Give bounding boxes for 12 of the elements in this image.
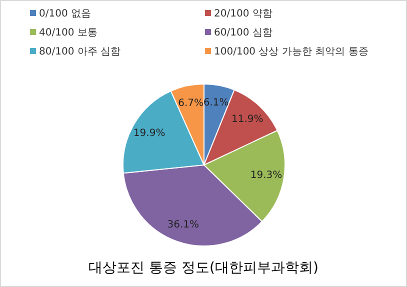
legend-label: 80/100 아주 심함 bbox=[39, 46, 121, 58]
legend-label: 20/100 약함 bbox=[214, 8, 272, 20]
data-label: 6.7% bbox=[178, 98, 204, 109]
text: 대상포진 통증 정도(대한피부과학회) bbox=[88, 260, 318, 276]
data-label: 36.1% bbox=[167, 219, 200, 230]
legend-label: 40/100 보통 bbox=[39, 28, 98, 39]
legend-label: 60/100 심함 bbox=[214, 28, 272, 39]
data-label: 19.9% bbox=[133, 128, 166, 140]
legend-label: 100/100 상상 가능한 최악의 통증 bbox=[214, 46, 368, 58]
legend-label: 0/100 없음 bbox=[39, 8, 91, 20]
data-label: 19.3% bbox=[250, 170, 282, 182]
data-label: 11.9% bbox=[232, 114, 264, 125]
